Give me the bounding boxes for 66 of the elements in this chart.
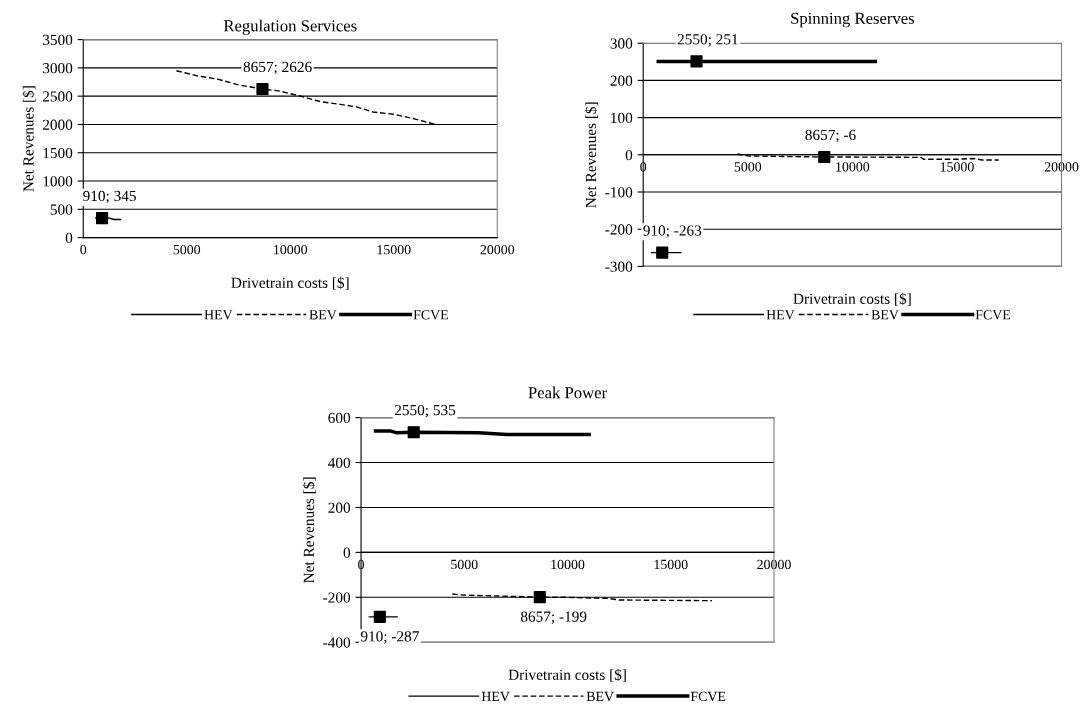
legend-label: HEV (204, 310, 233, 320)
annotation: 910; -287 (360, 631, 419, 644)
legend-label: FCVE (975, 310, 1011, 320)
y-axis-title: Net Revenues [$] (584, 102, 599, 208)
y-tick-label: 1500 (43, 147, 73, 159)
x-tick-label: 0 (80, 244, 87, 255)
x-tick-label: 20000 (757, 559, 791, 570)
x-tick-label: 10000 (836, 162, 870, 172)
y-tick-label: 200 (328, 502, 351, 513)
point (373, 610, 386, 623)
x-axis-title: Drivetrain costs [$] (231, 276, 349, 290)
legend-label: BEV (309, 310, 337, 320)
point (407, 426, 420, 439)
annotation: 2550; 251 (677, 34, 738, 47)
chart-title: Spinning Reserves (791, 12, 915, 28)
y-tick-label: 300 (610, 38, 633, 49)
y-tick-label: -400 (323, 637, 351, 648)
chart-title: Regulation Services (223, 19, 357, 35)
point (690, 55, 703, 68)
x-tick-label: 15000 (377, 244, 411, 255)
legend-label: BEV (586, 691, 614, 702)
y-tick-label: 1000 (43, 176, 73, 187)
point (533, 591, 546, 604)
x-tick-label: 5000 (451, 559, 478, 570)
y-tick-label: 500 (50, 204, 73, 215)
y-tick-label: 400 (328, 457, 351, 468)
y-tick-label: 0 (625, 149, 633, 161)
legend-label: FCVE (690, 691, 726, 702)
annotation: 910; -263 (643, 225, 702, 238)
legend-label: BEV (871, 310, 899, 320)
y-tick-label: -100 (605, 187, 633, 198)
x-tick-label: 15000 (940, 162, 974, 172)
x-tick-label: 10000 (551, 559, 585, 570)
y-tick-label: -200 (605, 224, 633, 235)
y-tick-label: 600 (328, 412, 351, 424)
legend-label: HEV (481, 691, 510, 702)
legend-label: HEV (766, 310, 795, 320)
x-axis-title: Drivetrain costs [$] (508, 668, 626, 682)
point (656, 246, 669, 259)
y-tick-label: 3000 (43, 63, 73, 74)
y-tick-label: 0 (343, 547, 351, 558)
y-tick-label: 2500 (42, 91, 73, 102)
y-tick-label: 200 (610, 75, 633, 86)
point (818, 150, 831, 164)
x-axis-title: Drivetrain costs [$] (793, 292, 911, 306)
y-tick-label: 0 (65, 232, 73, 244)
x-tick-label: 10000 (274, 244, 308, 255)
legend-label: FCVE (413, 310, 448, 320)
annotation: 2550; 535 (394, 404, 456, 418)
y-axis-title: Net Revenues [$] (22, 86, 36, 192)
y-axis-title: Net Revenues [$] (302, 477, 316, 583)
x-tick-label: 15000 (654, 559, 688, 570)
annotation: 8657; -199 (520, 611, 587, 624)
x-tick-label: 20000 (480, 244, 515, 255)
y-tick-label: 2000 (42, 119, 73, 130)
y-tick-label: -200 (323, 592, 351, 603)
x-tick-label: 5000 (173, 244, 201, 255)
y-tick-label: 3500 (43, 34, 73, 46)
x-tick-label: 20000 (1044, 162, 1079, 172)
chart-title: Peak Power (528, 386, 607, 399)
annotation: 8657; 2626 (243, 61, 312, 75)
annotation: 8657; -6 (805, 129, 856, 143)
annotation: 910; 345 (83, 190, 136, 204)
x-tick-label: 5000 (734, 162, 762, 172)
y-tick-label: 100 (611, 112, 633, 124)
y-tick-label: -300 (605, 261, 633, 272)
